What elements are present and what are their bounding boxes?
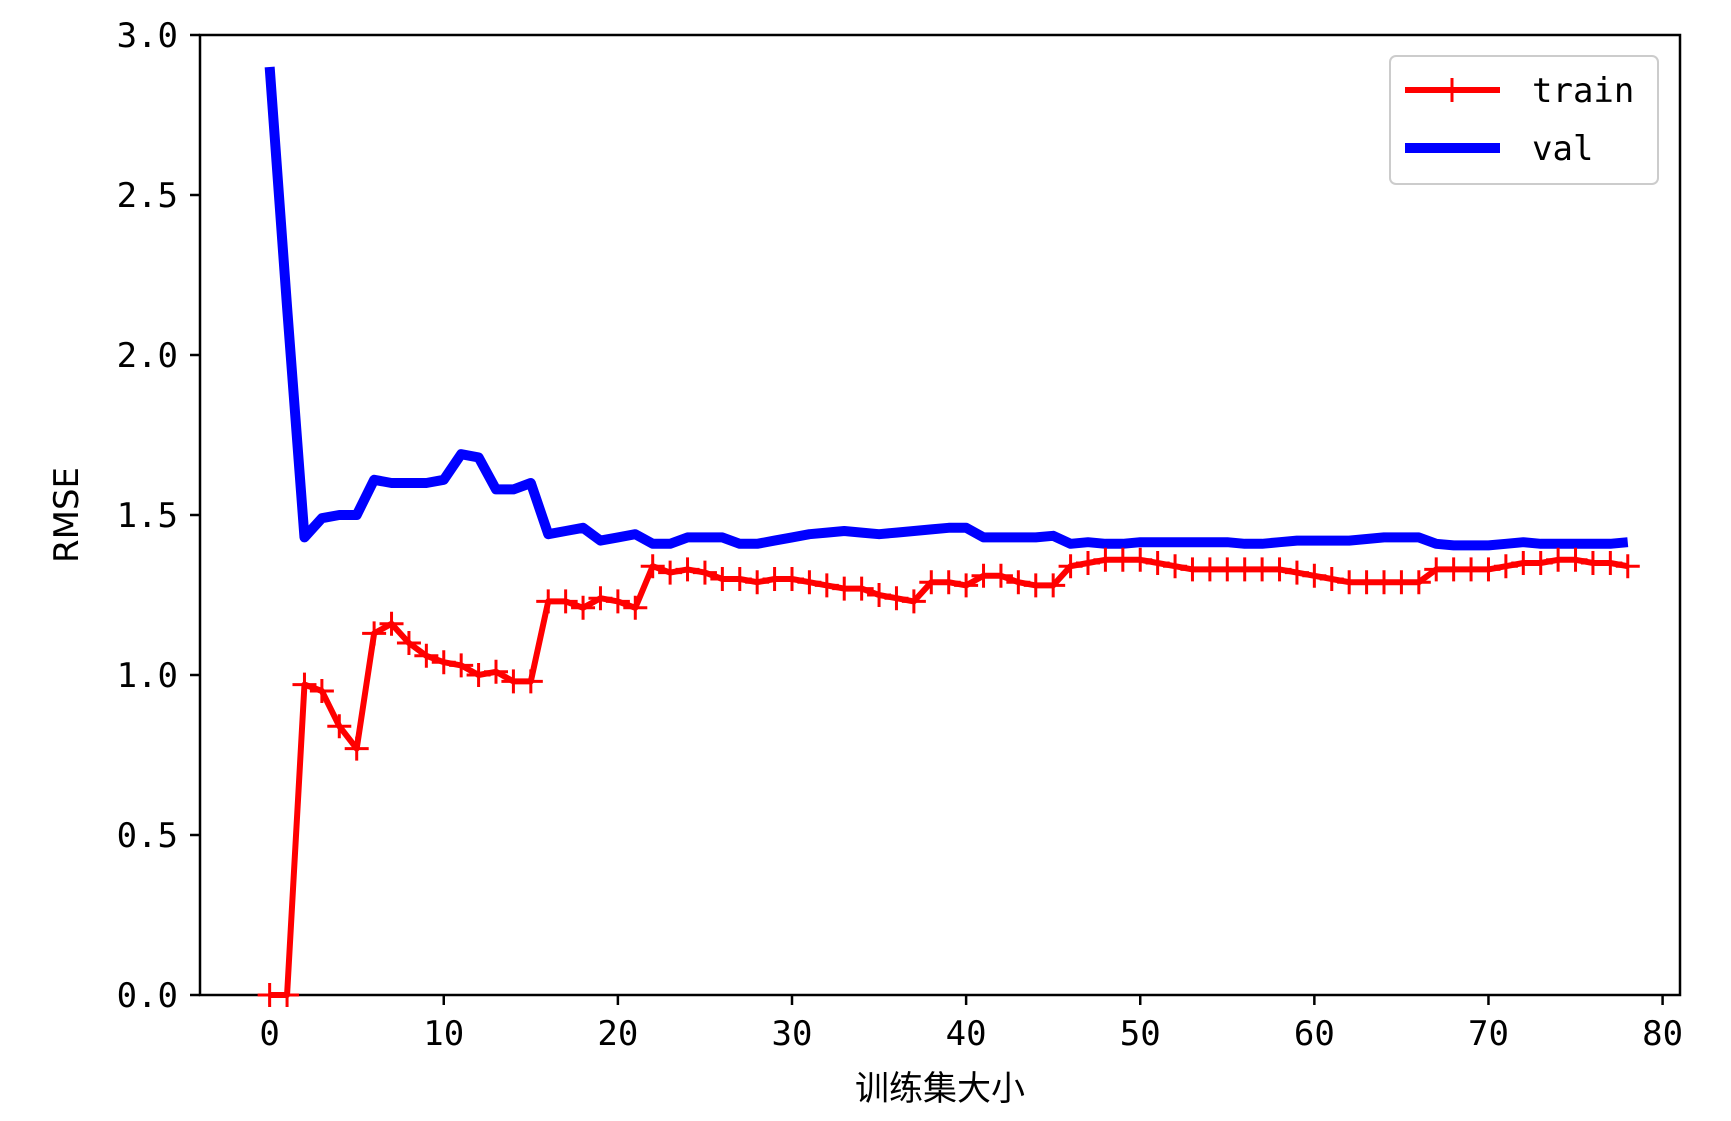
plot-area — [198, 33, 1682, 997]
y-tick-label: 2.0 — [117, 336, 178, 376]
series-train-point — [1406, 570, 1431, 595]
series-train-point — [867, 583, 892, 607]
series-train-point — [623, 595, 648, 620]
x-tick-label: 60 — [1294, 1014, 1335, 1054]
y-tick-label: 2.5 — [117, 176, 178, 216]
x-tick-label: 20 — [597, 1014, 638, 1054]
x-tick-label: 30 — [772, 1014, 813, 1054]
series-train-point — [901, 589, 926, 614]
series-train-point — [1058, 554, 1083, 579]
series-train-point — [1145, 551, 1170, 575]
series-train-point — [954, 573, 979, 598]
y-tick-label: 0.5 — [117, 816, 178, 856]
series-train-point — [396, 631, 421, 655]
series-train-point — [797, 570, 822, 595]
series-train-point — [588, 586, 613, 611]
series-train-point — [1041, 573, 1066, 598]
x-tick-label: 50 — [1120, 1014, 1161, 1054]
series-train-point — [1076, 551, 1100, 575]
series-train-point — [431, 650, 456, 675]
series-train-point — [518, 669, 543, 694]
series-train-point — [936, 570, 961, 595]
y-axis: 0.0 0.5 1.0 1.5 2.0 2.5 3.0 — [117, 16, 200, 1016]
series-train-point — [1284, 560, 1309, 585]
series-train-point — [362, 621, 387, 646]
series-train-point — [1598, 551, 1623, 575]
series-train-point — [988, 563, 1013, 588]
legend-item-train: train — [1405, 71, 1634, 111]
y-tick-label: 1.5 — [117, 496, 178, 536]
series-train-point — [675, 557, 700, 582]
series-train-point — [849, 576, 874, 601]
series-train-point — [1267, 557, 1292, 582]
legend-val-label: val — [1532, 129, 1593, 169]
series-train-point — [414, 643, 439, 668]
series-train-point — [658, 560, 683, 585]
series-train-point — [1128, 547, 1153, 572]
series-layer — [257, 66, 1640, 1007]
series-val-line — [264, 66, 1629, 551]
series-train-point — [1163, 554, 1188, 579]
x-tick-label: 70 — [1468, 1014, 1509, 1054]
series-train-point — [780, 567, 804, 591]
x-tick-label: 10 — [423, 1014, 464, 1054]
series-train-point — [1319, 567, 1344, 591]
x-axis: 0 10 20 30 40 50 60 70 80 — [259, 995, 1683, 1054]
series-train-point — [692, 560, 717, 585]
series-train-point — [344, 736, 369, 761]
legend-train-marker — [1440, 78, 1464, 102]
series-train-point — [309, 679, 334, 703]
series-train-point — [466, 663, 491, 687]
legend: train val — [1389, 55, 1659, 185]
series-train-point — [640, 554, 665, 579]
legend-train-label: train — [1532, 71, 1634, 111]
series-train-point — [327, 714, 352, 739]
series-train-point — [292, 672, 317, 697]
y-axis-label: RMSE — [47, 467, 87, 563]
series-train-point — [727, 567, 752, 591]
series-train-point — [1006, 570, 1031, 595]
legend-item-val: val — [1405, 129, 1593, 169]
series-train-point — [1615, 554, 1640, 579]
x-tick-label: 80 — [1642, 1014, 1683, 1054]
series-train-point — [275, 983, 300, 1007]
series-train-point — [605, 589, 630, 614]
series-train-point — [1528, 551, 1553, 575]
series-train-point — [884, 586, 909, 611]
x-tick-label: 40 — [946, 1014, 987, 1054]
series-train-point — [814, 573, 839, 598]
series-train-point — [1302, 563, 1327, 588]
series-train-point — [1493, 554, 1518, 579]
series-train-point — [484, 659, 508, 684]
y-tick-label: 1.0 — [117, 656, 178, 696]
x-axis-label: 训练集大小 — [855, 1069, 1025, 1109]
y-tick-label: 3.0 — [117, 16, 178, 56]
series-train-point — [553, 589, 578, 614]
series-train-point — [1476, 557, 1501, 582]
y-tick-label: 0.0 — [117, 976, 178, 1016]
series-train-point — [1563, 547, 1588, 572]
series-train-point — [449, 653, 474, 678]
series-train-point — [379, 611, 404, 636]
x-tick-label: 0 — [259, 1014, 279, 1054]
series-train-point — [571, 595, 596, 620]
series-train-point — [745, 570, 770, 595]
